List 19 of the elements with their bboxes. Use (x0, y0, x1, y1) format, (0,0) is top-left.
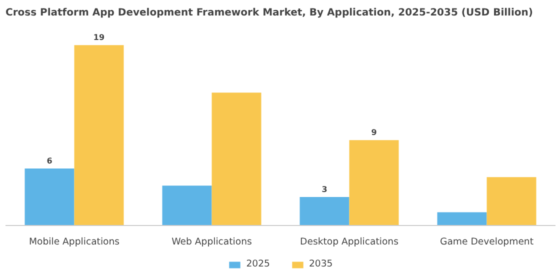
data-label: 19 (93, 33, 105, 42)
chart-title: Cross Platform App Development Framework Market, By Application, 2025-2035 (USD Billion) (6, 8, 533, 18)
legend-label: 2035 (309, 258, 333, 270)
x-tick-label: Mobile Applications (28, 236, 120, 248)
x-tick-label: Desktop Applications (300, 236, 399, 248)
x-tick-label: Game Development (440, 236, 534, 248)
bar (300, 197, 350, 226)
bar (24, 168, 74, 226)
data-label: 3 (322, 185, 328, 194)
data-label: 6 (46, 156, 53, 166)
bar (212, 92, 262, 226)
x-tick-label: Web Applications (172, 236, 252, 248)
bar (486, 177, 536, 226)
data-label: 9 (371, 128, 378, 138)
bar (74, 45, 124, 226)
bar (349, 140, 399, 226)
bar (437, 212, 487, 226)
bar (162, 186, 212, 226)
legend-label: 2025 (246, 258, 270, 270)
